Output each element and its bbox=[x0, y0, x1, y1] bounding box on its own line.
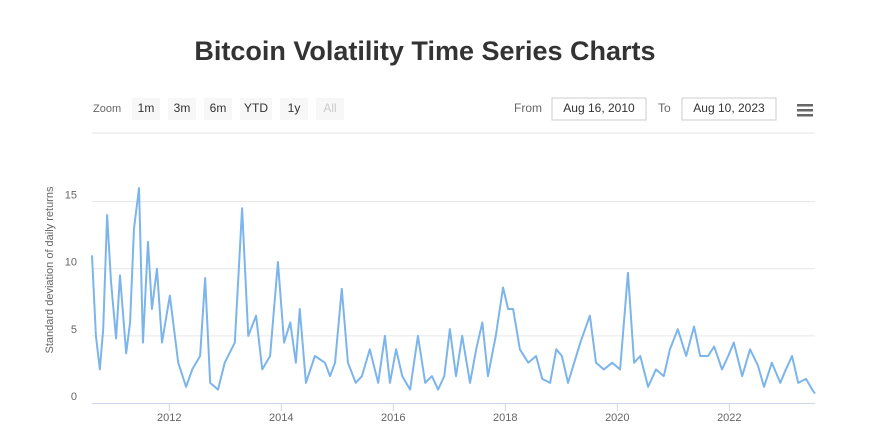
zoom-button-label: YTD bbox=[244, 101, 268, 115]
zoom-button-label: 3m bbox=[174, 101, 191, 115]
to-input[interactable] bbox=[681, 97, 777, 121]
from-label: From bbox=[514, 101, 542, 115]
y-axis-title: Standard deviation of daily returns bbox=[44, 186, 56, 353]
zoom-button[interactable]: YTD bbox=[240, 98, 272, 120]
y-tick-label: 10 bbox=[65, 257, 77, 269]
zoom-button[interactable]: 6m bbox=[204, 98, 232, 120]
zoom-button[interactable]: 1m bbox=[132, 98, 160, 120]
zoom-button-label: 6m bbox=[210, 101, 227, 115]
zoom-button-bg[interactable] bbox=[204, 98, 232, 120]
from-value: Aug 16, 2010 bbox=[563, 101, 635, 115]
zoom-button-bg[interactable] bbox=[240, 98, 272, 120]
menu-button[interactable] bbox=[795, 103, 815, 119]
zoom-button-bg[interactable] bbox=[168, 98, 196, 120]
zoom-button[interactable]: 3m bbox=[168, 98, 196, 120]
menu-line bbox=[797, 114, 813, 117]
series-line bbox=[91, 187, 816, 395]
zoom-button-bg[interactable] bbox=[280, 98, 308, 120]
to-value: Aug 10, 2023 bbox=[693, 101, 765, 115]
menu-line bbox=[797, 109, 813, 112]
from-input[interactable] bbox=[551, 97, 647, 121]
y-tick-label: 5 bbox=[71, 324, 77, 336]
y-tick-label: 0 bbox=[71, 391, 77, 403]
zoom-button-bg[interactable] bbox=[316, 98, 344, 120]
zoom-button[interactable]: 1y bbox=[280, 98, 308, 120]
chart-title: Bitcoin Volatility Time Series Charts bbox=[194, 36, 655, 66]
x-tick-label: 2016 bbox=[381, 412, 405, 424]
zoom-button-label: 1y bbox=[288, 101, 301, 115]
zoom-button-bg[interactable] bbox=[132, 98, 160, 120]
x-tick-label: 2012 bbox=[157, 412, 181, 424]
x-tick-label: 2018 bbox=[493, 412, 517, 424]
zoom-button-label: All bbox=[323, 101, 336, 115]
x-tick-label: 2022 bbox=[717, 412, 741, 424]
to-label: To bbox=[658, 101, 671, 115]
x-tick-label: 2020 bbox=[605, 412, 629, 424]
zoom-button-label: 1m bbox=[138, 101, 155, 115]
zoom-button[interactable]: All bbox=[316, 98, 344, 120]
y-tick-label: 15 bbox=[65, 189, 77, 201]
menu-line bbox=[797, 104, 813, 107]
x-tick-label: 2014 bbox=[269, 412, 293, 424]
zoom-label: Zoom bbox=[93, 103, 121, 115]
